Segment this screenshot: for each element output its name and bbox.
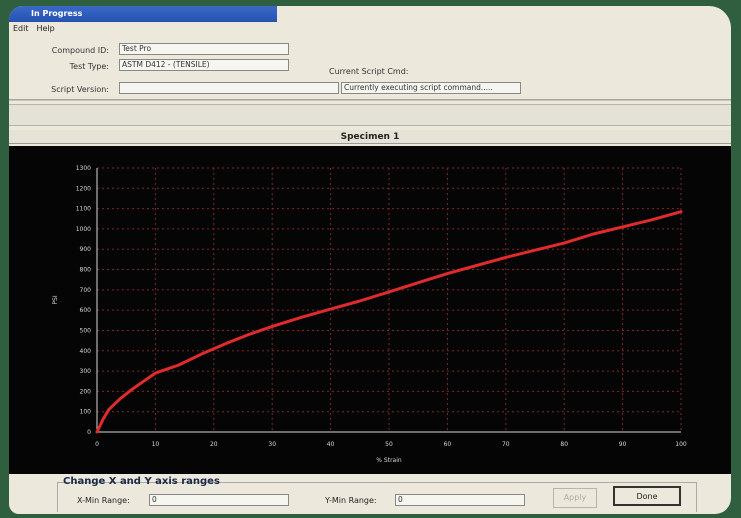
y-tick-label: 900 bbox=[80, 246, 92, 253]
x-tick-label: 0 bbox=[95, 441, 99, 448]
test-progress-window: In Progress Edit Help Compound ID: Test … bbox=[9, 6, 731, 514]
x-tick-label: 30 bbox=[268, 441, 276, 448]
menu-bar: Edit Help bbox=[13, 24, 55, 33]
y-tick-label: 400 bbox=[80, 348, 92, 355]
x-tick-label: 20 bbox=[210, 441, 218, 448]
x-tick-label: 90 bbox=[619, 441, 627, 448]
y-tick-label: 700 bbox=[80, 287, 92, 294]
test-type-field[interactable]: ASTM D412 - (TENSILE) bbox=[119, 59, 289, 71]
y-tick-label: 800 bbox=[80, 267, 92, 274]
done-button[interactable]: Done bbox=[613, 486, 681, 506]
x-axis-label: % Strain bbox=[376, 457, 402, 464]
menu-item-edit[interactable]: Edit bbox=[13, 24, 29, 33]
chart-canvas: 0 10 20 30 40 50 60 70 80 90 100010020030040050060… bbox=[52, 165, 687, 464]
x-tick-label: 50 bbox=[385, 441, 393, 448]
x-tick-label: 70 bbox=[502, 441, 510, 448]
x-range-label: X-Min Range: bbox=[77, 496, 130, 505]
axis-range-title: Change X and Y axis ranges bbox=[63, 476, 220, 487]
y-tick-label: 500 bbox=[80, 327, 92, 334]
y-tick-label: 1200 bbox=[76, 185, 91, 192]
specimen-header: Specimen 1 bbox=[9, 130, 731, 144]
y-axis-label: PSI bbox=[52, 295, 59, 304]
y-tick-label: 200 bbox=[80, 388, 92, 395]
current-script-cmd-field[interactable]: Currently executing script command..... bbox=[341, 82, 521, 94]
axis-range-group-box bbox=[57, 482, 697, 512]
specimen-title: Specimen 1 bbox=[340, 132, 400, 142]
x-tick-label: 40 bbox=[327, 441, 335, 448]
y-tick-label: 300 bbox=[80, 368, 92, 375]
x-tick-label: 60 bbox=[444, 441, 452, 448]
x-tick-label: 100 bbox=[675, 441, 687, 448]
y-tick-label: 0 bbox=[87, 429, 91, 436]
title-bar: In Progress bbox=[9, 6, 277, 22]
form-divider bbox=[9, 99, 731, 101]
x-tick-label: 80 bbox=[560, 441, 568, 448]
test-type-label: Test Type: bbox=[69, 62, 109, 71]
window-title: In Progress bbox=[31, 9, 83, 18]
x-range-input[interactable]: 0 bbox=[149, 494, 289, 506]
compound-id-label: Compound ID: bbox=[51, 46, 109, 55]
axis-range-controls: Change X and Y axis ranges X-Min Range: … bbox=[57, 476, 717, 514]
y-range-input[interactable]: 0 bbox=[395, 494, 525, 506]
y-tick-label: 100 bbox=[80, 409, 92, 416]
script-version-field[interactable] bbox=[119, 82, 339, 94]
y-tick-label: 600 bbox=[80, 307, 92, 314]
stress-strain-chart: 0 10 20 30 40 50 60 70 80 90 100 0 100 200 300 400 500 60… bbox=[9, 146, 731, 474]
y-tick-label: 1300 bbox=[76, 165, 91, 172]
x-tick-label: 10 bbox=[152, 441, 160, 448]
y-tick-label: 1000 bbox=[76, 226, 91, 233]
apply-button[interactable]: Apply bbox=[553, 488, 597, 508]
status-strip bbox=[9, 104, 731, 126]
menu-item-help[interactable]: Help bbox=[36, 24, 55, 33]
y-tick-label: 1100 bbox=[76, 206, 91, 213]
current-script-cmd-label: Current Script Cmd: bbox=[329, 67, 409, 76]
y-range-label: Y-Min Range: bbox=[325, 496, 377, 505]
stress-strain-series-line bbox=[95, 210, 683, 434]
compound-id-field[interactable]: Test Pro bbox=[119, 43, 289, 55]
script-version-label: Script Version: bbox=[51, 85, 109, 94]
